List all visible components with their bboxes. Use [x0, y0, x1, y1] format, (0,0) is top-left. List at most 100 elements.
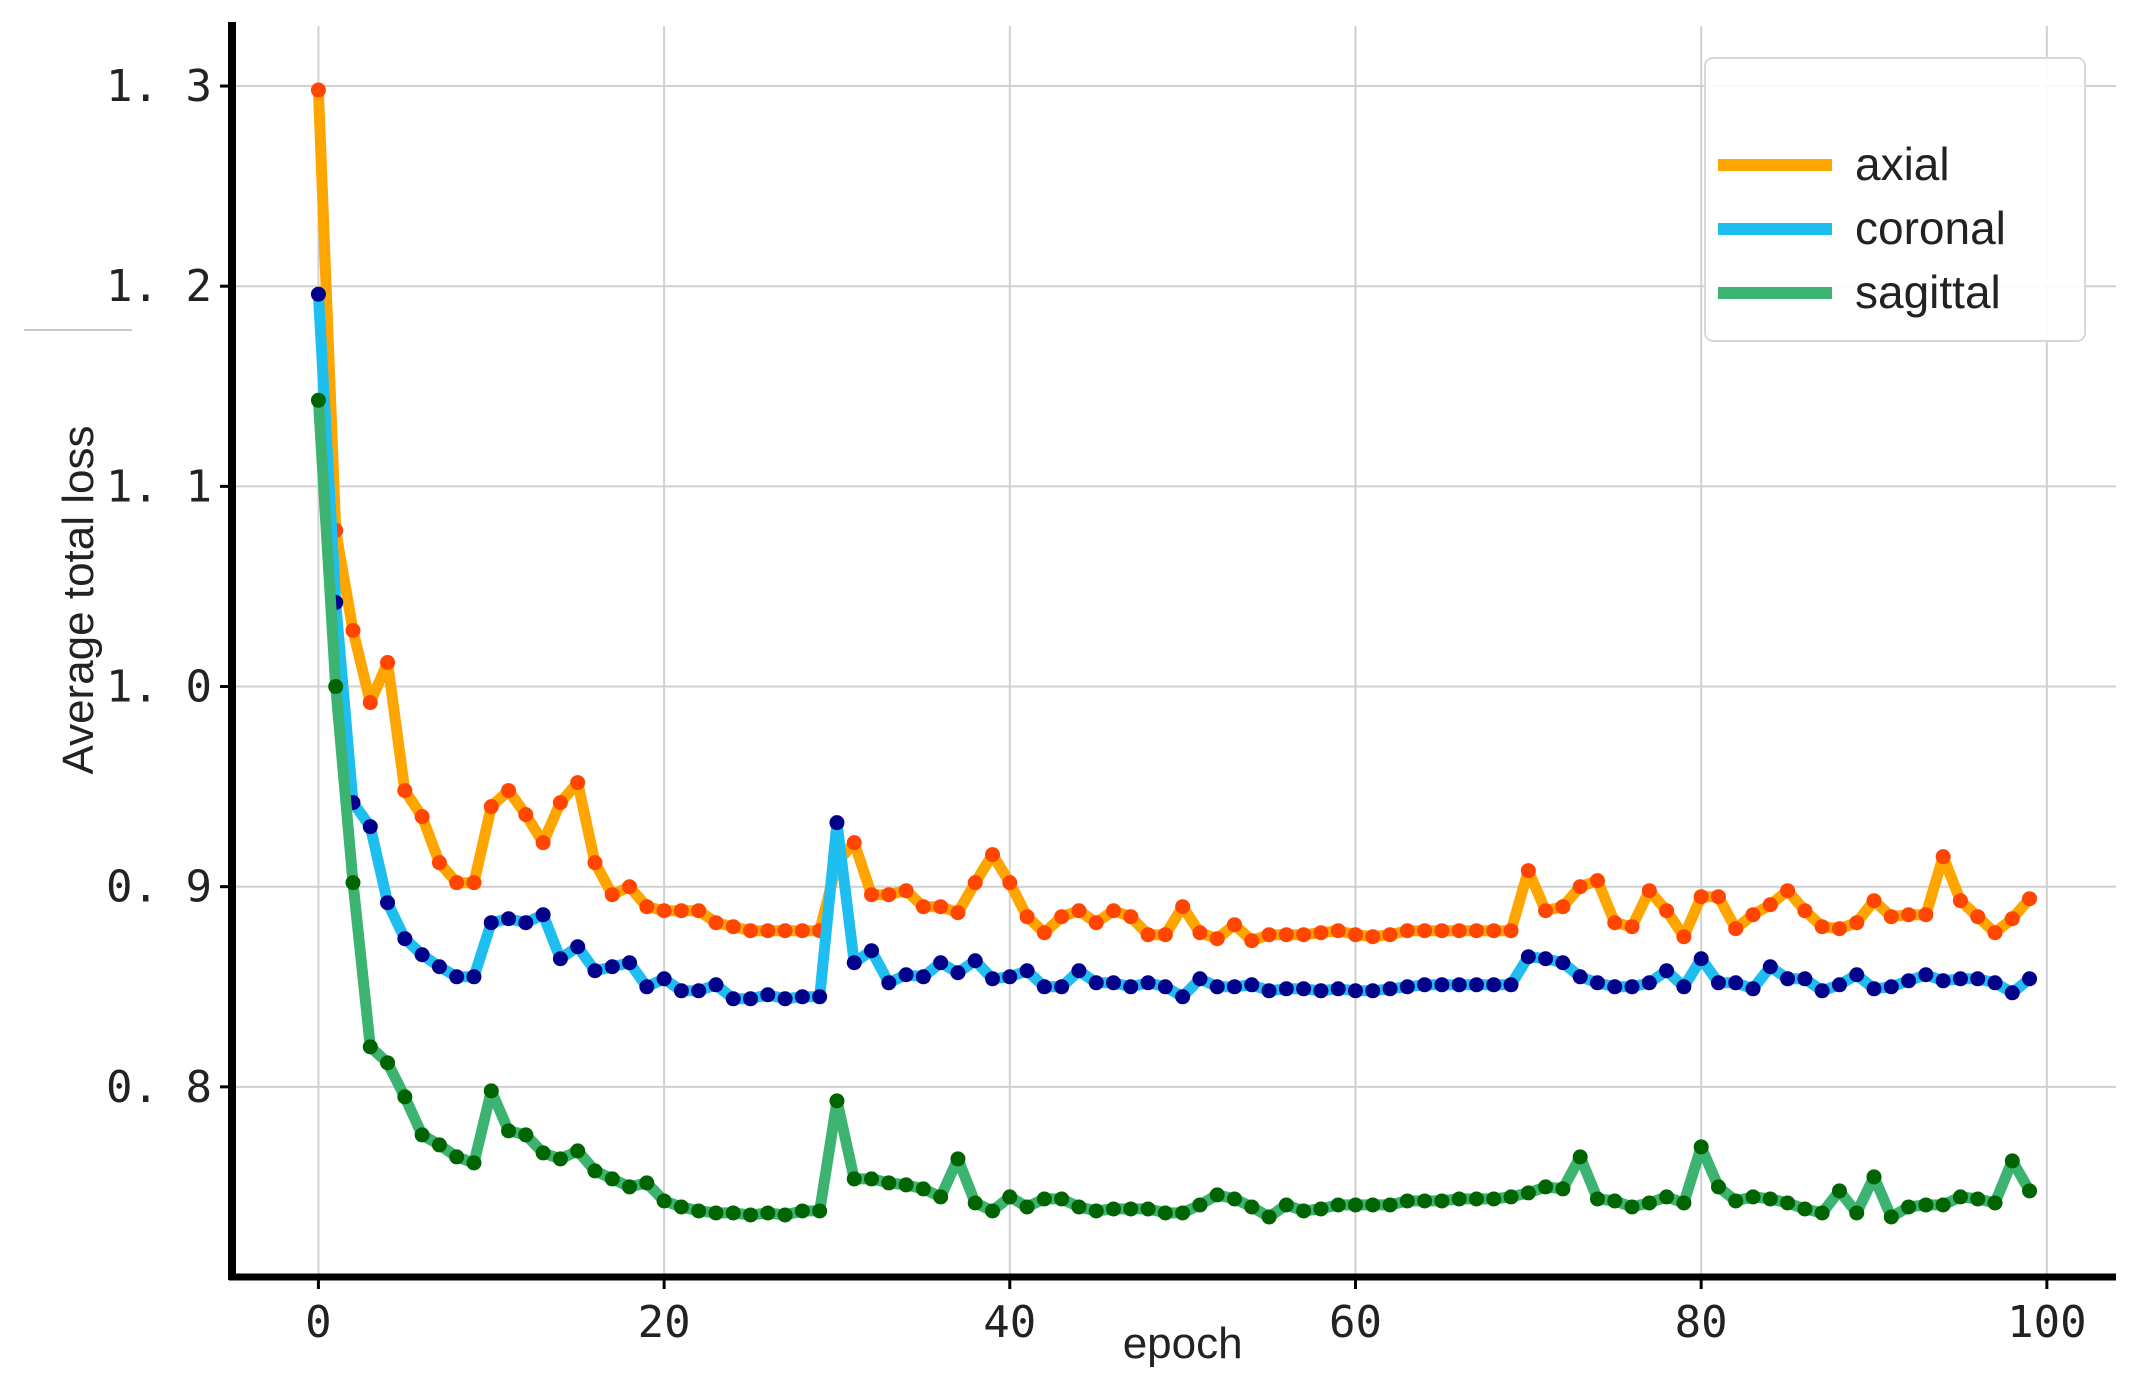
data-point-axial	[950, 905, 966, 921]
data-point-sagittal	[950, 1151, 966, 1167]
data-point-sagittal	[1745, 1189, 1761, 1205]
data-point-axial	[1970, 909, 1986, 925]
data-point-sagittal	[985, 1203, 1001, 1219]
data-point-coronal	[639, 979, 655, 995]
data-point-coronal	[656, 971, 672, 987]
data-point-axial	[864, 887, 880, 903]
data-point-sagittal	[1486, 1191, 1502, 1207]
data-point-sagittal	[1970, 1191, 1986, 1207]
data-point-axial	[743, 923, 759, 939]
data-point-axial	[1054, 909, 1070, 925]
data-point-axial	[1382, 927, 1398, 943]
data-point-sagittal	[639, 1175, 655, 1191]
data-point-axial	[1313, 925, 1329, 941]
data-point-sagittal	[1157, 1205, 1173, 1221]
data-point-coronal	[1486, 977, 1502, 993]
y-axis-title: Average total loss	[54, 426, 103, 775]
data-point-coronal	[1175, 989, 1191, 1005]
data-point-coronal	[1451, 977, 1467, 993]
data-point-axial	[1728, 921, 1744, 937]
data-point-axial	[1002, 875, 1018, 891]
data-point-sagittal	[1088, 1203, 1104, 1219]
data-point-sagittal	[1347, 1197, 1363, 1213]
data-point-coronal	[501, 911, 517, 927]
data-point-sagittal	[1278, 1197, 1294, 1213]
data-point-sagittal	[2004, 1153, 2020, 1169]
data-point-axial	[1451, 923, 1467, 939]
data-point-sagittal	[604, 1171, 620, 1187]
data-point-coronal	[725, 991, 741, 1007]
data-point-axial	[1140, 927, 1156, 943]
x-tick-label: 80	[1675, 1297, 1728, 1348]
data-point-sagittal	[1797, 1201, 1813, 1217]
data-point-coronal	[397, 931, 413, 947]
y-tick-label: 1. 3	[106, 61, 212, 112]
axes	[24, 22, 2116, 1289]
data-point-axial	[1814, 919, 1830, 935]
data-point-coronal	[622, 955, 638, 971]
data-point-sagittal	[760, 1205, 776, 1221]
data-point-coronal	[1313, 983, 1329, 999]
y-tick-label: 1. 1	[106, 461, 212, 512]
data-point-sagittal	[414, 1127, 430, 1143]
data-point-sagittal	[397, 1089, 413, 1105]
data-point-sagittal	[1468, 1191, 1484, 1207]
data-point-axial	[1296, 927, 1312, 943]
data-point-coronal	[1814, 983, 1830, 999]
data-point-sagittal	[1538, 1179, 1554, 1195]
data-point-sagittal	[1952, 1189, 1968, 1205]
data-point-coronal	[1106, 975, 1122, 991]
data-point-axial	[967, 875, 983, 891]
data-point-axial	[1417, 923, 1433, 939]
data-point-coronal	[708, 977, 724, 993]
legend-box	[1704, 57, 2086, 342]
data-point-sagittal	[1503, 1189, 1519, 1205]
data-point-coronal	[1209, 979, 1225, 995]
data-point-sagittal	[362, 1039, 378, 1055]
data-point-sagittal	[1710, 1179, 1726, 1195]
data-point-coronal	[1659, 963, 1675, 979]
x-tick-label: 40	[983, 1297, 1036, 1348]
data-point-axial	[1157, 927, 1173, 943]
data-point-coronal	[1347, 983, 1363, 999]
x-tick-label: 100	[2007, 1297, 2086, 1348]
data-point-coronal	[449, 969, 465, 985]
data-point-coronal	[1693, 951, 1709, 967]
data-point-sagittal	[967, 1195, 983, 1211]
data-point-sagittal	[794, 1203, 810, 1219]
data-point-coronal	[898, 967, 914, 983]
data-point-sagittal	[1693, 1139, 1709, 1155]
data-point-coronal	[691, 983, 707, 999]
data-point-axial	[1555, 899, 1571, 915]
data-point-coronal	[1226, 979, 1242, 995]
data-point-coronal	[1382, 981, 1398, 997]
data-point-sagittal	[933, 1189, 949, 1205]
data-point-sagittal	[1434, 1193, 1450, 1209]
series-layer	[310, 82, 2038, 1225]
data-point-sagittal	[1054, 1191, 1070, 1207]
data-point-sagittal	[570, 1143, 586, 1159]
data-point-sagittal	[1261, 1209, 1277, 1225]
data-point-axial	[725, 919, 741, 935]
data-point-coronal	[535, 907, 551, 923]
data-point-sagittal	[1036, 1191, 1052, 1207]
data-point-axial	[1468, 923, 1484, 939]
data-point-axial	[1693, 889, 1709, 905]
data-point-coronal	[915, 969, 931, 985]
data-point-axial	[2004, 911, 2020, 927]
x-tick-label: 0	[305, 1297, 332, 1348]
data-point-coronal	[985, 971, 1001, 987]
data-point-sagittal	[1330, 1197, 1346, 1213]
data-point-sagittal	[345, 875, 361, 891]
data-point-axial	[933, 899, 949, 915]
data-point-sagittal	[1399, 1193, 1415, 1209]
data-point-axial	[1106, 903, 1122, 919]
data-point-axial	[777, 923, 793, 939]
data-point-coronal	[1883, 979, 1899, 995]
data-point-sagittal	[1365, 1197, 1381, 1213]
data-point-coronal	[1831, 977, 1847, 993]
data-point-axial	[501, 783, 517, 799]
data-point-coronal	[1987, 975, 2003, 991]
data-point-axial	[570, 775, 586, 791]
data-point-sagittal	[1780, 1195, 1796, 1211]
